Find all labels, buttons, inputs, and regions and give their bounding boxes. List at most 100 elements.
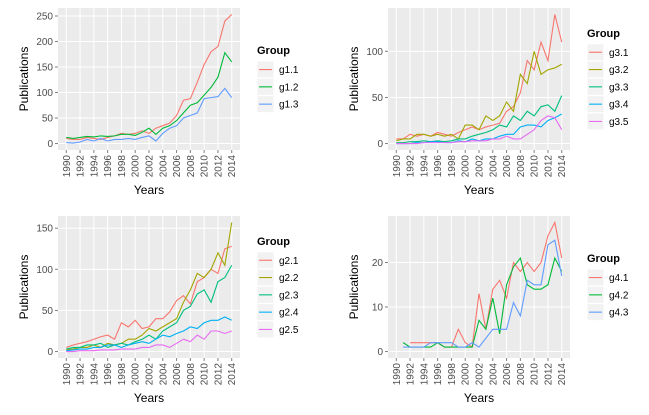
x-tick-label: 2010: [530, 155, 541, 178]
x-tick-label: 2008: [186, 155, 197, 178]
y-axis-title: Publications: [347, 255, 361, 320]
x-tick-label: 2004: [488, 155, 499, 178]
series-line: [66, 51, 233, 139]
legend-label: g4.1: [609, 273, 629, 284]
y-tick-label: 250: [36, 11, 53, 22]
x-tick-label: 1992: [76, 155, 87, 178]
x-tick-label: 2000: [461, 363, 472, 386]
x-tick-label: 1994: [419, 155, 430, 178]
y-tick-label: 100: [36, 265, 53, 276]
series-line: [402, 256, 563, 348]
series-line: [66, 87, 233, 144]
y-tick-label: 150: [36, 63, 53, 74]
y-tick-label: 0: [377, 139, 383, 150]
x-axis-title: Years: [134, 391, 164, 405]
x-tick-label: 2004: [488, 363, 499, 386]
x-tick-label: 2010: [200, 155, 211, 178]
legend-label: g1.1: [279, 65, 299, 76]
y-axis-title: Publications: [17, 47, 31, 112]
legend-label: g3.4: [609, 100, 629, 111]
y-tick-label: 50: [372, 93, 384, 104]
x-tick-label: 1998: [117, 363, 128, 386]
x-tick-label: 1992: [76, 363, 87, 386]
y-tick-label: 20: [372, 258, 384, 269]
x-tick-label: 1994: [419, 363, 430, 386]
legend-label: g4.3: [609, 308, 629, 319]
series-line: [403, 239, 563, 348]
y-axis-title: Publications: [17, 255, 31, 320]
x-tick-label: 2012: [543, 155, 554, 178]
legend-title: Group: [587, 28, 620, 40]
series-line: [66, 264, 233, 350]
legend-label: g3.3: [609, 82, 629, 93]
legend-label: g2.2: [279, 273, 299, 284]
x-axis-title: Years: [464, 183, 494, 197]
y-tick-label: 200: [36, 37, 53, 48]
y-tick-label: 0: [377, 347, 383, 358]
x-tick-label: 1996: [433, 155, 444, 178]
x-tick-label: 2000: [131, 363, 142, 386]
legend-label: g3.5: [609, 117, 629, 128]
y-tick-label: 10: [372, 303, 384, 314]
x-tick-label: 2004: [158, 363, 169, 386]
legend-label: g2.4: [279, 308, 299, 319]
legend-label: g2.3: [279, 290, 299, 301]
x-tick-label: 1990: [62, 155, 73, 178]
x-tick-label: 2008: [186, 363, 197, 386]
y-tick-label: 0: [47, 139, 53, 150]
legend-label: g3.1: [609, 48, 629, 59]
x-tick-label: 1992: [406, 363, 417, 386]
x-tick-label: 1990: [392, 155, 403, 178]
series-line: [396, 51, 562, 142]
x-tick-label: 2014: [557, 363, 568, 386]
x-tick-label: 2012: [213, 155, 224, 178]
x-tick-label: 1996: [433, 363, 444, 386]
x-tick-label: 1990: [62, 363, 73, 386]
x-tick-label: 1990: [392, 363, 403, 386]
x-tick-label: 2006: [502, 155, 513, 178]
series-line: [396, 95, 563, 144]
x-tick-label: 2002: [475, 155, 486, 178]
y-tick-label: 150: [36, 224, 53, 235]
x-tick-label: 2010: [530, 363, 541, 386]
x-tick-label: 2012: [543, 363, 554, 386]
x-tick-label: 2014: [227, 363, 238, 386]
series-line: [66, 330, 232, 353]
x-tick-label: 2014: [227, 155, 238, 178]
x-tick-label: 2012: [213, 363, 224, 386]
legend-title: Group: [257, 45, 290, 57]
x-tick-label: 2000: [131, 155, 142, 178]
x-tick-label: 2006: [172, 363, 183, 386]
x-tick-label: 2006: [172, 155, 183, 178]
x-tick-label: 2004: [158, 155, 169, 178]
x-tick-label: 2008: [516, 155, 527, 178]
y-tick-label: 50: [42, 114, 54, 125]
legend-label: g2.5: [279, 325, 299, 336]
x-tick-label: 2002: [475, 363, 486, 386]
series-line: [66, 14, 233, 141]
x-tick-label: 1998: [447, 363, 458, 386]
series-line: [66, 316, 232, 352]
legend-label: g3.2: [609, 65, 629, 76]
x-tick-label: 2010: [200, 363, 211, 386]
x-axis-title: Years: [464, 391, 494, 405]
x-tick-label: 1998: [447, 155, 458, 178]
x-tick-label: 2002: [145, 363, 156, 386]
x-tick-label: 2000: [461, 155, 472, 178]
x-tick-label: 1994: [89, 363, 100, 386]
x-tick-label: 2002: [145, 155, 156, 178]
legend-label: g1.3: [279, 100, 299, 111]
y-axis-title: Publications: [347, 47, 361, 112]
y-tick-label: 100: [366, 47, 383, 58]
legend-label: g4.2: [609, 290, 629, 301]
series-line: [396, 115, 563, 145]
legend-title: Group: [587, 253, 620, 265]
y-tick-label: 0: [47, 347, 53, 358]
x-axis-title: Years: [134, 183, 164, 197]
y-tick-label: 100: [36, 88, 53, 99]
legend-label: g2.1: [279, 256, 299, 267]
legend-label: g1.2: [279, 82, 299, 93]
x-tick-label: 1996: [103, 363, 114, 386]
x-tick-label: 1994: [89, 155, 100, 178]
